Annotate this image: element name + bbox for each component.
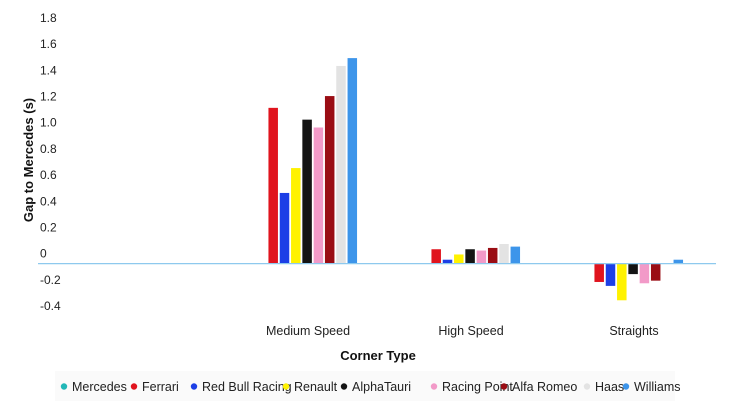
bar-ferrari-straights — [594, 263, 604, 282]
legend-label: AlphaTauri — [352, 380, 411, 394]
bar-haas-medium-speed — [336, 65, 346, 264]
bar-alfa-romeo-medium-speed — [324, 96, 335, 264]
legend-label: Racing Point — [442, 380, 513, 394]
y-tick-label: 1.4 — [40, 63, 57, 77]
legend-marker — [130, 383, 138, 390]
legend-label: Haas — [595, 380, 624, 394]
y-tick-label: -0.4 — [40, 299, 61, 313]
legend-marker — [622, 383, 630, 390]
category-label: Straights — [609, 324, 658, 338]
bar-renault-straights — [617, 263, 627, 301]
bar-racing-point-high-speed — [476, 250, 487, 264]
y-tick-label: 0 — [40, 247, 47, 261]
legend-background — [55, 371, 675, 401]
y-tick-label: 0.6 — [40, 168, 57, 182]
bar-racing-point-straights — [639, 263, 650, 284]
bar-alphatauri-straights — [628, 263, 638, 275]
y-tick-label: 1.6 — [40, 37, 57, 51]
x-axis-title: Corner Type — [340, 348, 416, 363]
y-tick-label: 0.2 — [40, 220, 57, 234]
bar-red-bull-racing-straights — [605, 263, 616, 286]
legend-marker — [282, 383, 290, 390]
legend-label: Williams — [634, 380, 681, 394]
legend: Mercedes Ferrari Red Bull Racing Renault Alp… — [55, 371, 681, 401]
legend-label: Ferrari — [142, 380, 179, 394]
y-axis-title: Gap to Mercedes (s) — [21, 98, 36, 222]
legend-marker — [500, 383, 508, 390]
y-tick-label: 1.8 — [40, 11, 57, 25]
legend-marker — [60, 383, 68, 390]
bar-red-bull-racing-medium-speed — [279, 192, 290, 264]
legend-label: Renault — [294, 380, 338, 394]
legend-label: Red Bull Racing — [202, 380, 292, 394]
y-tick-label: 1.2 — [40, 90, 57, 104]
bar-alphatauri-high-speed — [465, 249, 475, 264]
category-label: High Speed — [438, 324, 503, 338]
x-axis-category-labels: Medium Speed High Speed Straights — [266, 324, 659, 338]
y-tick-label: -0.2 — [40, 273, 61, 287]
category-label: Medium Speed — [266, 324, 350, 338]
bar-alphatauri-medium-speed — [302, 119, 312, 264]
legend-marker — [583, 383, 591, 390]
bar-renault-medium-speed — [291, 168, 301, 264]
bar-ferrari-high-speed — [431, 249, 441, 264]
bars — [268, 58, 684, 301]
bar-alfa-romeo-high-speed — [487, 247, 498, 264]
legend-marker — [340, 383, 348, 390]
bar-haas-high-speed — [499, 244, 509, 264]
bar-renault-high-speed — [454, 254, 464, 264]
y-tick-label: 0.4 — [40, 194, 57, 208]
bar-williams-medium-speed — [347, 58, 358, 264]
bar-williams-high-speed — [510, 246, 521, 264]
bar-ferrari-medium-speed — [268, 107, 278, 264]
bar-red-bull-racing-high-speed — [442, 259, 453, 264]
y-axis-ticks: 1.8 1.6 1.4 1.2 1.0 0.8 0.6 0.4 0.2 0 -0.2 -0.4 — [40, 11, 61, 313]
y-tick-label: 0.8 — [40, 142, 57, 156]
bar-williams-straights — [673, 259, 684, 264]
y-tick-label: 1.0 — [40, 116, 57, 130]
legend-marker — [190, 383, 198, 390]
legend-label: Alfa Romeo — [512, 380, 577, 394]
legend-label: Mercedes — [72, 380, 127, 394]
legend-marker — [430, 383, 438, 390]
bar-racing-point-medium-speed — [313, 127, 324, 264]
bar-alfa-romeo-straights — [650, 263, 661, 281]
